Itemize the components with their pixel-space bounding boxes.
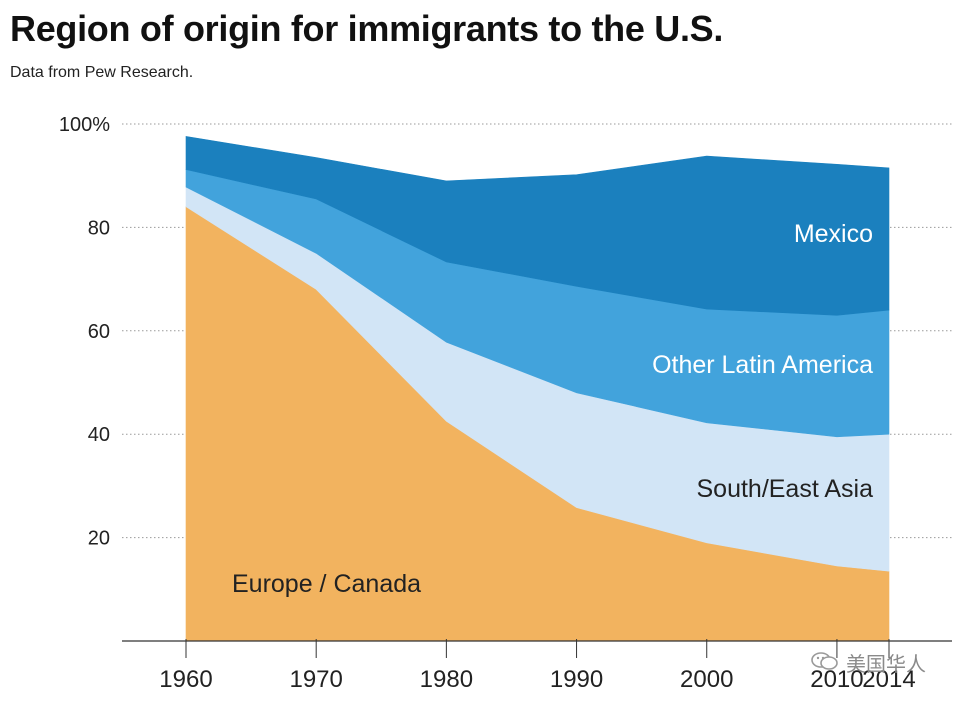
- watermark-text: 美国华人: [846, 654, 926, 676]
- x-tick-label-1980: 1980: [420, 666, 473, 693]
- x-tick-label-2010: 2010: [810, 666, 863, 693]
- wechat-icon: [811, 652, 838, 670]
- chart-subtitle: Data from Pew Research.: [10, 64, 194, 81]
- area-mexico: [185, 136, 890, 316]
- area-layer: [185, 136, 890, 642]
- y-tick-label-80: 80: [88, 217, 110, 239]
- chart-title: Region of origin for immigrants to the U…: [10, 8, 724, 49]
- x-tick-label-1990: 1990: [550, 666, 603, 693]
- label-south-east-asia: South/East Asia: [696, 475, 873, 503]
- series-labels: Europe / Canada South/East Asia Other Lati…: [232, 220, 873, 598]
- x-tick-label-2000: 2000: [680, 666, 733, 693]
- x-tick-label-1970: 1970: [289, 666, 342, 693]
- label-mexico: Mexico: [794, 220, 873, 248]
- y-tick-label-20: 20: [88, 528, 110, 550]
- x-tick-label-1960: 1960: [159, 666, 212, 693]
- label-other-latin-america: Other Latin America: [652, 351, 873, 379]
- x-tick-label-2014: 2014: [862, 666, 915, 693]
- y-tick-label-60: 60: [88, 321, 110, 343]
- label-europe-canada: Europe / Canada: [232, 570, 421, 598]
- y-tick-label-100: 100%: [59, 114, 110, 136]
- y-tick-label-40: 40: [88, 424, 110, 446]
